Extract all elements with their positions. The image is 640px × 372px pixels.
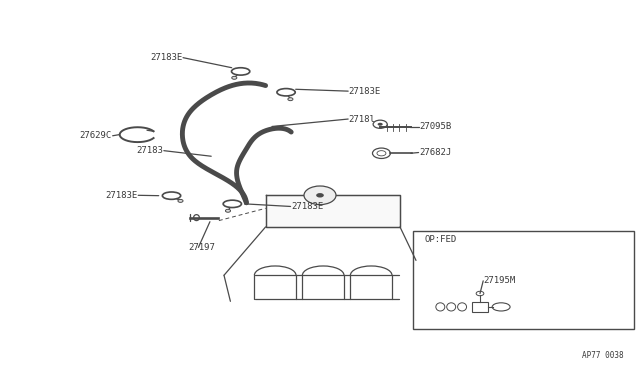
Text: 27183E: 27183E xyxy=(291,202,323,211)
Text: 27095B: 27095B xyxy=(419,122,451,131)
Text: 27183E: 27183E xyxy=(150,53,182,62)
Text: 27195M: 27195M xyxy=(483,276,515,285)
Text: OP:FED: OP:FED xyxy=(424,235,456,244)
Text: AP77 0038: AP77 0038 xyxy=(582,351,624,360)
Text: 27183E: 27183E xyxy=(349,87,381,96)
Text: 27682J: 27682J xyxy=(419,148,451,157)
Circle shape xyxy=(378,123,383,126)
Circle shape xyxy=(232,76,237,79)
Polygon shape xyxy=(266,195,400,227)
Text: 27197: 27197 xyxy=(189,243,216,252)
Text: 2718l: 2718l xyxy=(349,115,376,124)
Text: 27183E: 27183E xyxy=(106,191,138,200)
Text: 27183: 27183 xyxy=(136,146,163,155)
Text: 27629C: 27629C xyxy=(80,131,112,140)
Circle shape xyxy=(288,98,293,101)
Circle shape xyxy=(225,209,230,212)
Bar xyxy=(413,231,634,329)
Circle shape xyxy=(304,186,336,205)
Circle shape xyxy=(316,193,324,198)
Bar xyxy=(472,302,488,312)
Circle shape xyxy=(178,199,183,202)
